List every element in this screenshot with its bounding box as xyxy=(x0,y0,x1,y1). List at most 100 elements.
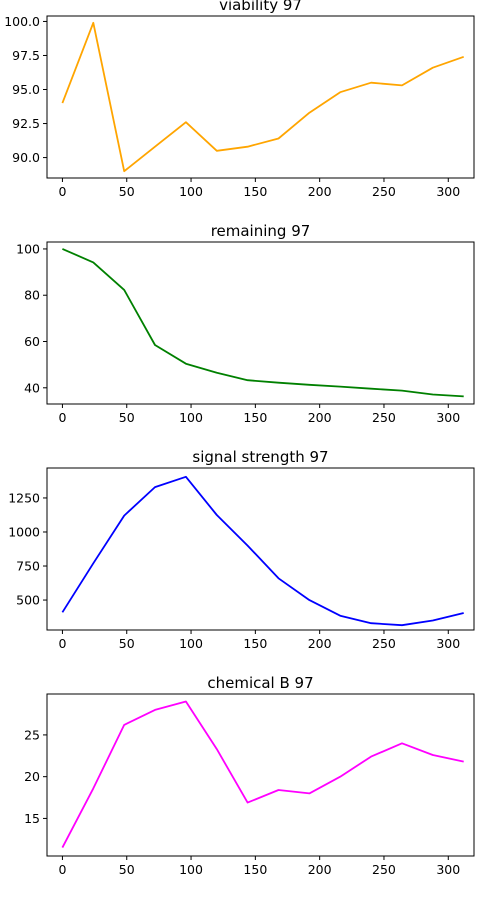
data-point xyxy=(339,91,341,93)
data-point xyxy=(339,386,341,388)
data-point xyxy=(247,545,249,547)
y-tick-label: 97.5 xyxy=(12,48,40,63)
data-point xyxy=(154,486,156,488)
x-tick-label: 100 xyxy=(179,410,203,425)
x-tick-label: 200 xyxy=(308,862,332,877)
data-point xyxy=(370,82,372,84)
data-point xyxy=(432,619,434,621)
data-point xyxy=(463,612,465,614)
data-point xyxy=(154,344,156,346)
data-point xyxy=(463,56,465,58)
data-point xyxy=(216,150,218,152)
data-point xyxy=(92,787,94,789)
y-tick-label: 92.5 xyxy=(12,116,40,131)
data-point xyxy=(308,384,310,386)
y-tick-label: 25 xyxy=(24,727,40,742)
data-point xyxy=(432,754,434,756)
y-tick-label: 100 xyxy=(16,241,40,256)
data-point xyxy=(278,382,280,384)
x-tick-label: 50 xyxy=(119,410,135,425)
x-tick-label: 50 xyxy=(119,862,135,877)
x-tick-label: 0 xyxy=(58,636,66,651)
y-tick-label: 20 xyxy=(24,769,40,784)
y-tick-label: 40 xyxy=(24,380,40,395)
data-point xyxy=(370,388,372,390)
y-tick-label: 1000 xyxy=(8,524,40,539)
x-tick-label: 150 xyxy=(243,862,267,877)
data-point xyxy=(339,776,341,778)
data-point xyxy=(401,742,403,744)
chart-title: signal strength 97 xyxy=(192,448,328,466)
x-tick-label: 150 xyxy=(243,636,267,651)
x-tick-label: 300 xyxy=(436,410,460,425)
plot-frame xyxy=(46,693,475,857)
y-tick-label: 95.0 xyxy=(12,82,40,97)
chart-panel-3: signal strength 97 0 50 100 150 200 250 300 500 7… xyxy=(8,448,475,651)
x-tick-label: 200 xyxy=(308,184,332,199)
data-point xyxy=(278,577,280,579)
data-point xyxy=(308,599,310,601)
x-tick-label: 250 xyxy=(372,184,396,199)
data-point xyxy=(370,756,372,758)
data-point xyxy=(278,138,280,140)
data-point xyxy=(185,121,187,123)
series-line xyxy=(61,21,464,173)
series-line xyxy=(61,700,464,849)
x-tick-label: 50 xyxy=(119,184,135,199)
x-tick-label: 250 xyxy=(372,410,396,425)
chart-title: viability 97 xyxy=(219,0,302,14)
y-tick-label: 500 xyxy=(16,593,40,608)
x-tick-label: 0 xyxy=(58,862,66,877)
x-tick-label: 200 xyxy=(308,410,332,425)
data-point xyxy=(401,390,403,392)
data-point xyxy=(61,248,63,250)
data-point xyxy=(370,622,372,624)
data-point xyxy=(61,102,63,104)
series-line xyxy=(61,475,464,627)
x-tick-label: 0 xyxy=(58,184,66,199)
x-tick-label: 300 xyxy=(436,184,460,199)
x-tick-label: 100 xyxy=(179,184,203,199)
data-point xyxy=(61,611,63,613)
data-point xyxy=(247,802,249,804)
x-tick-label: 150 xyxy=(243,410,267,425)
y-tick-label: 100.0 xyxy=(4,14,40,29)
plot-frame xyxy=(46,15,475,179)
chart-title: remaining 97 xyxy=(211,222,311,240)
data-point xyxy=(278,789,280,791)
data-point xyxy=(401,624,403,626)
plot-frame xyxy=(46,241,475,405)
chart-panel-2: remaining 97 0 50 100 150 200 250 300 40 60 80 100 xyxy=(16,222,475,425)
x-tick-label: 100 xyxy=(179,636,203,651)
y-tick-label: 90.0 xyxy=(12,150,40,165)
data-point xyxy=(432,394,434,396)
data-point xyxy=(247,146,249,148)
data-point xyxy=(123,170,125,172)
data-point xyxy=(339,615,341,617)
y-tick-label: 750 xyxy=(16,559,40,574)
data-point xyxy=(92,22,94,24)
data-point xyxy=(61,847,63,849)
data-point xyxy=(185,476,187,478)
data-point xyxy=(308,112,310,114)
data-point xyxy=(216,372,218,374)
data-point xyxy=(92,562,94,564)
x-tick-label: 50 xyxy=(119,636,135,651)
data-point xyxy=(216,748,218,750)
x-tick-label: 100 xyxy=(179,862,203,877)
data-point xyxy=(401,84,403,86)
data-point xyxy=(123,515,125,517)
x-tick-label: 250 xyxy=(372,636,396,651)
data-point xyxy=(154,146,156,148)
x-tick-label: 200 xyxy=(308,636,332,651)
x-tick-label: 150 xyxy=(243,184,267,199)
data-point xyxy=(216,514,218,516)
y-tick-label: 15 xyxy=(24,811,40,826)
data-point xyxy=(185,701,187,703)
chart-panel-1: viability 97 0 50 100 150 200 250 300 90.0 92.5 95… xyxy=(4,0,475,199)
chart-title: chemical B 97 xyxy=(207,674,313,692)
data-point xyxy=(92,261,94,263)
x-tick-label: 250 xyxy=(372,862,396,877)
data-point xyxy=(154,709,156,711)
